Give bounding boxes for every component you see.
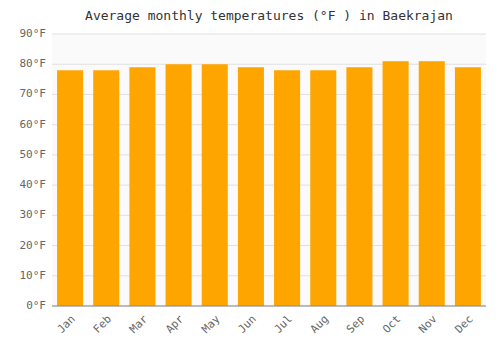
- y-tick-label: 10°F: [20, 269, 47, 282]
- grid: [52, 34, 486, 306]
- bar: [274, 70, 300, 306]
- bar: [202, 64, 228, 306]
- bar: [310, 70, 336, 306]
- x-tick-label: Jan: [55, 313, 78, 336]
- title: Average monthly temperatures (°F ) in Ba…: [85, 8, 453, 23]
- bar: [93, 70, 119, 306]
- bar: [166, 64, 192, 306]
- bar: [238, 67, 264, 306]
- y-tick-label: 40°F: [20, 178, 47, 191]
- y-tick-label: 30°F: [20, 208, 47, 221]
- x-tick-label: May: [199, 312, 223, 336]
- x-tick-label: Nov: [416, 312, 440, 336]
- y-tick-label: 70°F: [20, 87, 47, 100]
- x-tick-label: Feb: [91, 313, 114, 336]
- x-tick-label: Jun: [235, 313, 258, 336]
- x-tick-label: Jul: [272, 313, 295, 336]
- bar: [129, 67, 155, 306]
- y-tick-label: 50°F: [20, 148, 47, 161]
- y-tick-label: 80°F: [20, 57, 47, 70]
- bar: [57, 70, 83, 306]
- y-tick-label: 90°F: [20, 27, 47, 40]
- plot-area: [52, 34, 486, 306]
- chart: 0°F 10°F 20°F 30°F 40°F 50°F 60°F 70°F 80°F 90°F J…: [0, 0, 500, 350]
- x-tick-label: Oct: [380, 313, 403, 336]
- grid-line: [52, 34, 486, 35]
- y-tick-label: 20°F: [20, 239, 47, 252]
- bars: [57, 61, 481, 306]
- x-tick-label: Mar: [127, 312, 151, 336]
- x-tick-label: Apr: [163, 312, 187, 336]
- bar: [346, 67, 372, 306]
- y-tick-label: 0°F: [26, 299, 46, 312]
- x-tick-label: Sep: [344, 313, 367, 336]
- x-axis-line: [52, 306, 486, 307]
- bar: [455, 67, 481, 306]
- grid-line: [52, 306, 486, 307]
- bar: [419, 61, 445, 306]
- bar: [383, 61, 409, 306]
- y-tick-label: 60°F: [20, 118, 47, 131]
- x-tick-label: Dec: [452, 313, 475, 336]
- x-tick-label: Aug: [308, 313, 331, 336]
